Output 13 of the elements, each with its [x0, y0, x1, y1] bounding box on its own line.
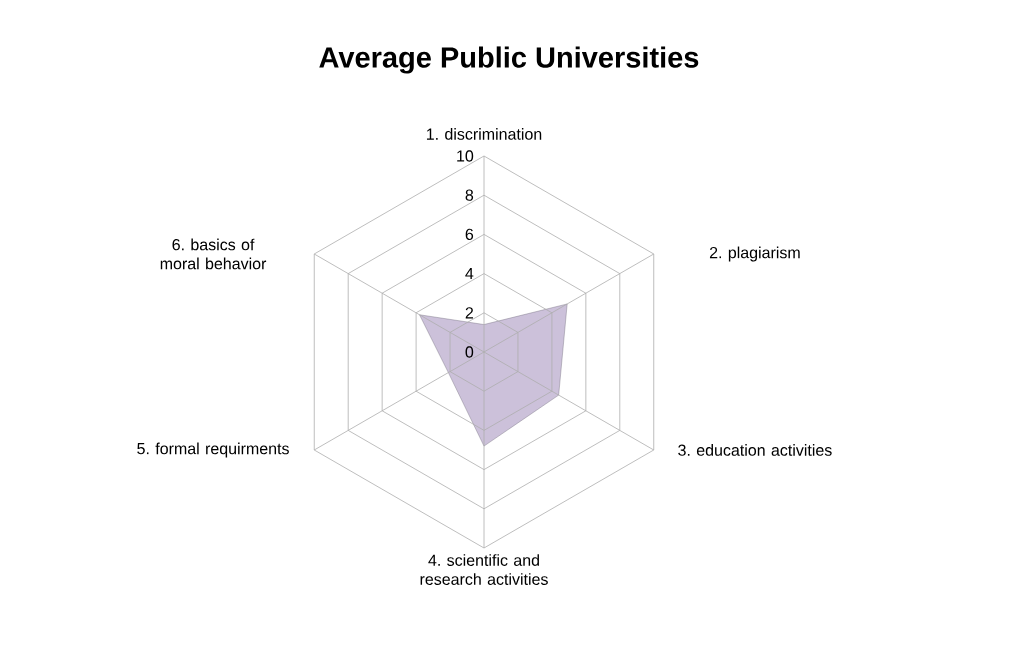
spoke-label: 5. formal requirments — [137, 442, 289, 458]
spoke-label: 4. scientific and research activities — [420, 554, 548, 585]
y-tick-label: 2 — [465, 307, 473, 319]
y-tick-label: 10 — [457, 150, 474, 162]
y-tick-label: 0 — [465, 346, 474, 358]
y-tick-label: 8 — [465, 189, 474, 201]
y-tick-label: 6 — [465, 228, 474, 241]
spoke-label: 1. discrimination — [426, 128, 542, 140]
y-tick-label: 4 — [465, 268, 474, 280]
spoke-label: 3. education activities — [678, 444, 832, 456]
spoke-label: 2. plagiarism — [709, 246, 800, 262]
chart-title: Average Public Universities — [319, 46, 699, 74]
spoke-label: 6. basics of moral behavior — [160, 238, 267, 270]
